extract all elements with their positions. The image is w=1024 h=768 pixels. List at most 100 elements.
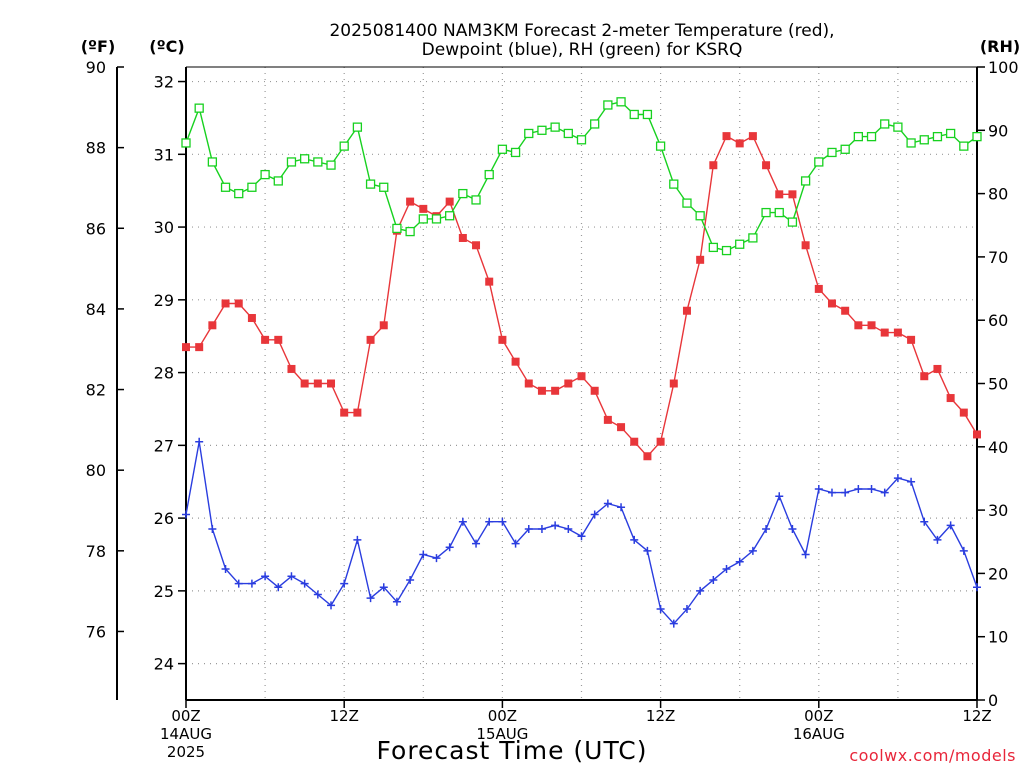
rh-point [642,109,653,120]
celsius-tick-label: 25 [154,582,174,601]
chart-title-line-1: 2025081400 NAM3KM Forecast 2-meter Tempe… [329,21,834,41]
dewpoint-point [603,499,612,508]
temperature-point [340,408,349,417]
celsius-tick-label: 28 [154,364,174,383]
temperature-point [353,408,362,417]
fahrenheit-tick-label: 84 [86,300,106,319]
rh-point [814,157,824,167]
dewpoint-point [234,579,243,588]
rh-point [932,131,943,142]
rh-point [418,214,428,224]
fahrenheit-tick-label: 88 [86,139,106,158]
temperature-point [814,284,823,293]
dewpoint-point [392,597,401,606]
rh-point [194,103,204,113]
dewpoint-point [946,521,955,530]
dewpoint-point [498,517,507,526]
rh-tick-label: 30 [988,501,1008,520]
x-tick-label: 12Z [330,707,359,725]
dewpoint-point [406,575,415,584]
dewpoint-point [261,572,270,581]
rh-point [669,179,679,189]
x-tick-label: 00Z [488,707,517,725]
temperature-point [656,437,665,446]
dewpoint-point [854,485,863,493]
temperature-point [511,357,520,366]
rh-point [708,242,718,253]
rh-point [972,131,982,142]
rh-tick-label: 60 [988,311,1008,330]
dewpoint-point [788,525,797,534]
dewpoint-point [735,557,744,566]
dewpoint-point [669,619,678,628]
x-tick-label: 15AUG [476,725,528,743]
dewpoint-point [511,539,520,548]
rh-point [735,239,745,249]
temperature-point [564,379,573,388]
fahrenheit-tick-label: 78 [86,542,106,561]
dewpoint-point [274,583,283,592]
dewpoint-point [841,488,850,497]
temperature-point [841,306,850,315]
temperature-point [195,343,204,352]
temperature-point [775,190,784,199]
rh-point [471,195,481,205]
dewpoint-point [300,579,309,588]
rh-point [774,207,784,218]
temperature-point [261,335,270,344]
rh-point [748,233,758,243]
dewpoint-point [933,535,942,544]
dewpoint-point [775,492,784,501]
rh-point [458,188,468,199]
rh-point [537,125,547,135]
dewpoint-point [959,546,968,555]
rh-point [919,135,929,145]
temperature-point [801,241,810,250]
rh-point [207,157,218,167]
fahrenheit-tick-label: 80 [86,461,106,480]
dewpoint-point [221,565,230,574]
rh-point [339,141,349,151]
rh-point [181,138,191,148]
rh-point [286,157,297,167]
rh-point [431,214,442,224]
temperature-point [735,139,744,148]
rh-point [959,141,969,151]
rh-point [352,122,363,132]
rh-point [484,169,494,180]
rh-point [576,135,587,145]
temperature-point [709,161,718,170]
dewpoint-point [867,485,876,493]
rh-point [220,182,231,192]
celsius-tick-label: 32 [154,73,174,92]
celsius-tick-label: 31 [154,145,174,164]
rh-point [840,144,850,154]
rh-tick-label: 10 [988,628,1008,647]
rh-point [906,138,916,148]
x-tick-label: 00Z [804,707,833,725]
temperature-point [590,386,599,395]
rh-point [260,169,270,180]
rh-point [234,188,244,199]
series-temperature [182,132,981,461]
rh-point [392,223,402,234]
temperature-point [406,197,415,206]
dewpoint-point [748,546,757,555]
dewpoint-point [630,535,639,544]
dewpoint-point [801,550,810,559]
series-rh [181,97,982,256]
rh-point [945,128,956,139]
x-axis-label: Forecast Time (UTC) [377,736,648,765]
temperature-point [893,328,902,337]
celsius-tick-label: 29 [154,291,174,310]
temperature-point [208,321,217,330]
temperature-point [920,372,929,381]
rh-tick-label: 90 [988,121,1008,140]
temperature-point [867,321,876,330]
credit-link[interactable]: coolwx.com/models [849,746,1016,765]
rh-point [787,217,798,227]
dewpoint-point [182,510,190,519]
tick-labels: 76 78 80 82 84 86 88 90 24 25 26 27 28 29 30 31 32 0 10 20 3… [86,58,1019,761]
temperature-point [366,335,375,344]
